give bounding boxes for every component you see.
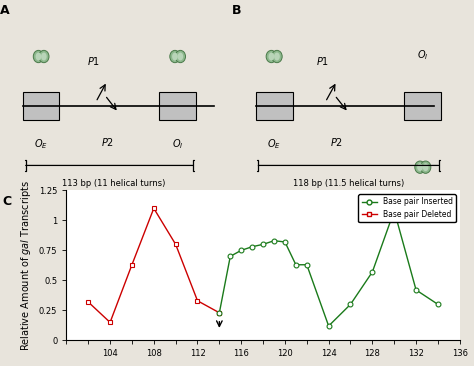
FancyBboxPatch shape — [159, 92, 196, 120]
Y-axis label: Relative Amount of $gal$ Transcripts: Relative Amount of $gal$ Transcripts — [19, 180, 33, 351]
Text: $O_I$: $O_I$ — [417, 48, 428, 62]
Ellipse shape — [274, 53, 280, 60]
Text: GalR: GalR — [412, 214, 434, 224]
Legend: Base pair Inserted, Base pair Deleted: Base pair Inserted, Base pair Deleted — [358, 194, 456, 222]
Ellipse shape — [268, 53, 274, 60]
Text: $O_I$: $O_I$ — [172, 137, 183, 151]
Ellipse shape — [415, 161, 425, 173]
Ellipse shape — [36, 53, 41, 60]
Text: 118 bp (11.5 helical turns): 118 bp (11.5 helical turns) — [293, 179, 404, 188]
Text: $P2$: $P2$ — [330, 135, 344, 147]
Ellipse shape — [41, 53, 47, 60]
Text: $O_E$: $O_E$ — [267, 137, 281, 151]
Ellipse shape — [266, 51, 277, 63]
Ellipse shape — [178, 53, 183, 60]
Ellipse shape — [417, 163, 423, 171]
Ellipse shape — [272, 51, 282, 63]
Ellipse shape — [39, 51, 49, 63]
X-axis label: Distance between $O_{E}$ and $O_{I}$ (bp): Distance between $O_{E}$ and $O_{I}$ (bp… — [182, 364, 344, 366]
Text: 113 bp (11 helical turns): 113 bp (11 helical turns) — [62, 179, 165, 188]
Text: A: A — [0, 4, 10, 17]
FancyBboxPatch shape — [404, 92, 441, 120]
Ellipse shape — [175, 51, 185, 63]
Text: $P1$: $P1$ — [87, 55, 100, 67]
Text: B: B — [232, 4, 242, 17]
FancyBboxPatch shape — [23, 92, 59, 120]
Ellipse shape — [170, 51, 180, 63]
Ellipse shape — [172, 53, 178, 60]
Ellipse shape — [423, 163, 428, 171]
Text: $P2$: $P2$ — [100, 135, 114, 147]
Text: C: C — [2, 195, 11, 208]
Text: $P1$: $P1$ — [316, 55, 329, 67]
FancyBboxPatch shape — [255, 92, 293, 120]
Ellipse shape — [33, 51, 44, 63]
Ellipse shape — [420, 161, 431, 173]
Text: $O_E$: $O_E$ — [34, 137, 48, 151]
